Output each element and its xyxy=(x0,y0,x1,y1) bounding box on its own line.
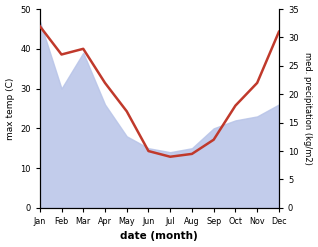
Y-axis label: med. precipitation (kg/m2): med. precipitation (kg/m2) xyxy=(303,52,313,165)
Y-axis label: max temp (C): max temp (C) xyxy=(5,77,15,140)
X-axis label: date (month): date (month) xyxy=(121,231,198,242)
